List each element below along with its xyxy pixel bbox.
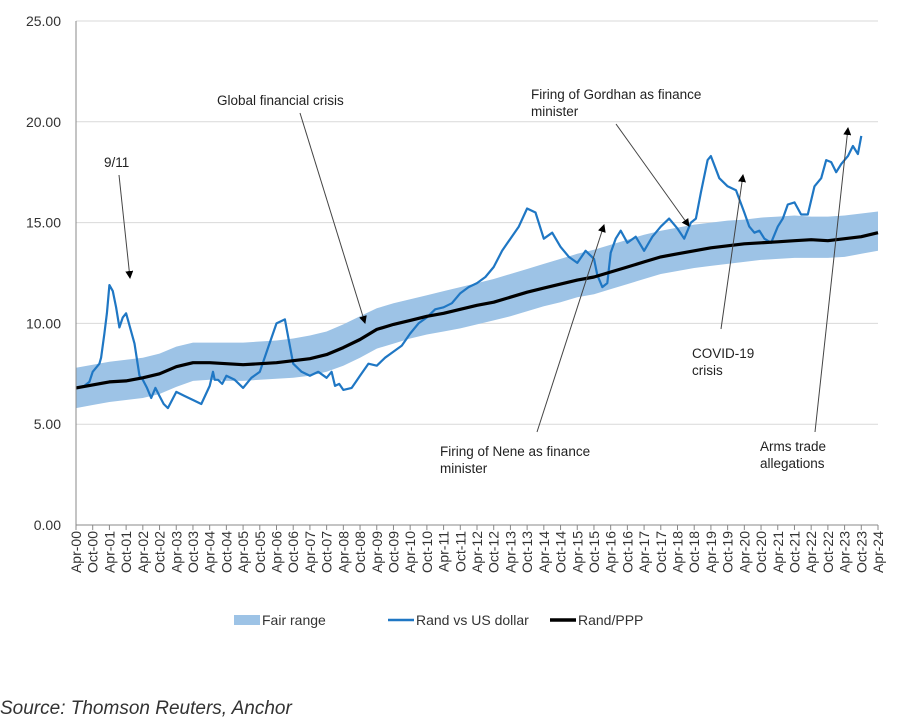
fair-range-band: [76, 211, 878, 409]
annotation-label: 9/11: [104, 155, 129, 170]
legend: Fair range Rand vs US dollar Rand/PPP: [234, 612, 643, 628]
annotation-label: Firing of Nene as finance: [440, 444, 590, 459]
annotation-arrow: [814, 127, 852, 433]
gridlines: [76, 20, 878, 425]
annotation-label: Arms trade: [760, 439, 826, 454]
annotation-label: COVID-19: [692, 346, 754, 361]
annotation-arrow: [536, 224, 606, 433]
x-tick-label: Oct-12: [486, 531, 502, 573]
x-tick-label: Apr-22: [803, 531, 819, 573]
x-tick-label: Oct-11: [452, 531, 468, 572]
x-tick-label: Apr-18: [670, 531, 686, 573]
x-tick-label: Apr-01: [101, 531, 117, 573]
x-tick-label: Apr-08: [335, 531, 351, 573]
y-tick-label: 25.00: [26, 13, 61, 29]
x-tick-label: Apr-13: [502, 531, 518, 573]
y-tick-label: 0.00: [34, 517, 61, 533]
x-tick-label: Apr-02: [135, 531, 151, 573]
x-tick-label: Oct-17: [653, 531, 669, 573]
annotation-label: allegations: [760, 456, 825, 471]
x-tick-label: Oct-02: [152, 531, 168, 573]
x-tick-label: Oct-04: [218, 531, 234, 573]
x-tick-label: Apr-04: [202, 531, 218, 573]
x-tick-label: Apr-20: [736, 531, 752, 573]
annotation-arrow: [118, 174, 134, 279]
annotations: 9/11 Global financial crisis Firing of Gor…: [104, 87, 852, 476]
rand-vs-usd-line: [75, 135, 863, 410]
x-tick-label: Apr-03: [168, 531, 184, 573]
x-tick-label: Apr-15: [569, 531, 585, 573]
x-tick-label: Oct-13: [519, 531, 535, 573]
x-tick-label: Apr-11: [436, 531, 452, 572]
x-tick-label: Apr-12: [469, 531, 485, 573]
annotation-arrow: [615, 123, 690, 227]
x-tick-label: Apr-09: [369, 531, 385, 573]
annotation-label: minister: [531, 104, 579, 119]
x-tick-label: Apr-06: [269, 531, 285, 573]
x-tick-label: Apr-21: [770, 531, 786, 573]
x-tick-label: Oct-00: [85, 531, 101, 573]
x-tick-label: Apr-07: [302, 531, 318, 573]
x-tick-label: Oct-18: [686, 531, 702, 573]
x-tick-label: Oct-10: [419, 531, 435, 573]
x-tick-label: Oct-07: [319, 531, 335, 573]
x-tick-label: Oct-08: [352, 531, 368, 573]
x-tick-label: Apr-14: [536, 531, 552, 573]
x-tick-label: Oct-06: [285, 531, 301, 573]
x-tick-label: Oct-23: [853, 531, 869, 573]
x-tick-label: Oct-14: [553, 531, 569, 573]
series-lines: [75, 135, 879, 410]
x-tick-label: Apr-16: [603, 531, 619, 573]
y-tick-label: 20.00: [26, 114, 61, 130]
x-tick-label: Apr-00: [68, 531, 84, 573]
axes: 25.00 20.00 15.00 10.00 5.00 0.00 Apr-00 Oct-00…: [26, 13, 886, 573]
legend-label: Rand/PPP: [578, 612, 643, 628]
y-tick-label: 5.00: [34, 416, 61, 432]
annotation-label: crisis: [692, 363, 723, 378]
y-tick-label: 15.00: [26, 215, 61, 231]
x-tick-label: Apr-17: [636, 531, 652, 573]
line-chart: 25.00 20.00 15.00 10.00 5.00 0.00 Apr-00 Oct-00…: [26, 13, 886, 628]
legend-label: Fair range: [262, 612, 326, 628]
rand-ppp-line: [75, 231, 879, 390]
annotation-arrow: [720, 174, 746, 330]
x-tick-label: Apr-05: [235, 531, 251, 573]
y-tick-label: 10.00: [26, 315, 61, 331]
annotation-label: Global financial crisis: [217, 93, 344, 108]
x-tick-label: Oct-20: [753, 531, 769, 573]
annotation-label: minister: [440, 461, 488, 476]
x-tick-label: Oct-16: [619, 531, 635, 573]
annotation-arrow: [299, 112, 367, 324]
x-tick-label: Apr-24: [870, 531, 886, 573]
x-tick-label: Apr-10: [402, 531, 418, 573]
x-tick-label: Apr-19: [703, 531, 719, 573]
x-tick-label: Apr-23: [837, 531, 853, 573]
x-tick-label: Oct-19: [720, 531, 736, 573]
annotation-label: Firing of Gordhan as finance: [531, 87, 701, 102]
x-tick-label: Oct-22: [820, 531, 836, 573]
fair-range-area: [76, 211, 878, 409]
x-tick-label: Oct-01: [118, 531, 134, 573]
x-tick-label: Oct-03: [185, 531, 201, 573]
legend-label: Rand vs US dollar: [416, 612, 529, 628]
x-tick-label: Oct-09: [385, 531, 401, 573]
x-tick-label: Oct-21: [786, 531, 802, 573]
source-note: Source: Thomson Reuters, Anchor: [0, 698, 292, 719]
x-tick-label: Oct-05: [252, 531, 268, 573]
legend-swatch-fair-range: [234, 615, 260, 625]
x-tick-label: Oct-15: [586, 531, 602, 573]
